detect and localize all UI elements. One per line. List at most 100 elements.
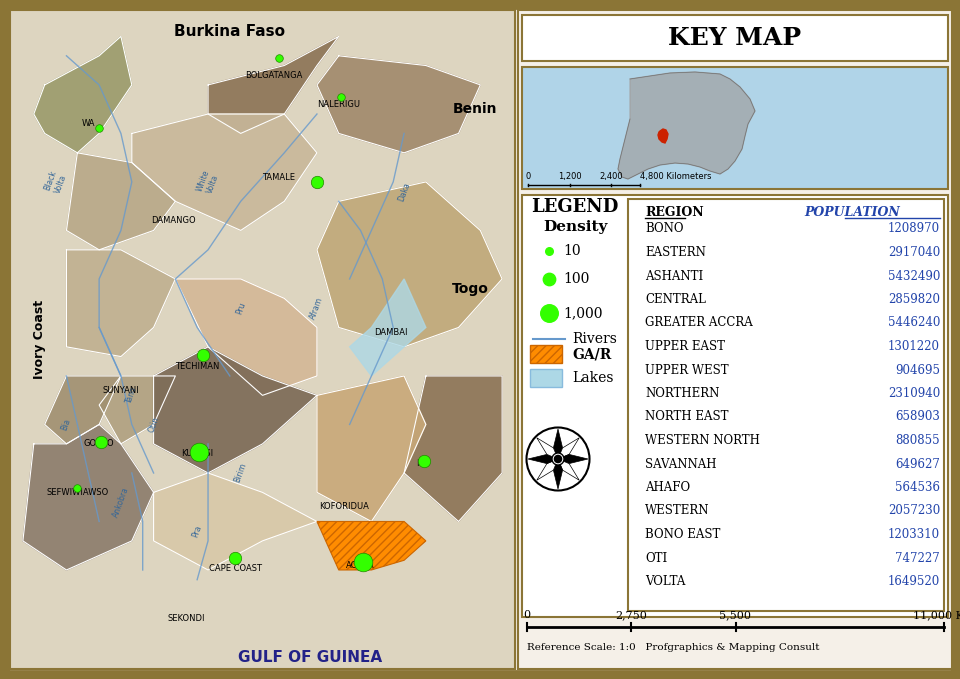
Polygon shape xyxy=(553,459,563,489)
Point xyxy=(541,274,557,285)
Polygon shape xyxy=(349,279,426,376)
Text: 649627: 649627 xyxy=(895,458,940,471)
Text: ACCRA: ACCRA xyxy=(347,561,374,570)
Text: 2,750: 2,750 xyxy=(615,610,647,620)
Polygon shape xyxy=(34,37,132,153)
Text: Birim: Birim xyxy=(233,462,249,484)
Polygon shape xyxy=(66,250,176,356)
Text: WESTERN NORTH: WESTERN NORTH xyxy=(645,434,760,447)
Polygon shape xyxy=(404,376,502,521)
Text: 5432490: 5432490 xyxy=(888,270,940,282)
Text: 2917040: 2917040 xyxy=(888,246,940,259)
Text: KOFORIDUA: KOFORIDUA xyxy=(320,502,370,511)
Polygon shape xyxy=(66,153,176,250)
Polygon shape xyxy=(317,56,480,153)
Text: VOLTA: VOLTA xyxy=(645,575,685,588)
Polygon shape xyxy=(558,454,588,464)
Bar xyxy=(522,67,948,189)
Text: 2057230: 2057230 xyxy=(888,504,940,517)
Text: GULF OF GUINEA: GULF OF GUINEA xyxy=(238,650,382,665)
Text: KUMASI: KUMASI xyxy=(181,449,213,458)
Polygon shape xyxy=(154,473,317,570)
Text: AHAFO: AHAFO xyxy=(645,481,690,494)
Text: 11,000 Km: 11,000 Km xyxy=(913,610,960,620)
Text: SEKONDI: SEKONDI xyxy=(167,614,205,623)
Text: 1208970: 1208970 xyxy=(888,223,940,236)
Text: 2859820: 2859820 xyxy=(888,293,940,306)
Point xyxy=(94,437,109,447)
Text: 10: 10 xyxy=(563,244,581,258)
Text: UPPER EAST: UPPER EAST xyxy=(645,340,725,353)
Text: Pru: Pru xyxy=(234,301,247,316)
Text: 5,500: 5,500 xyxy=(719,610,752,620)
Text: Daka: Daka xyxy=(396,181,412,202)
Point xyxy=(541,308,557,318)
Text: DAMBAI: DAMBAI xyxy=(374,328,408,337)
Text: BONO: BONO xyxy=(645,223,684,236)
Circle shape xyxy=(552,453,564,465)
Point xyxy=(228,553,243,564)
Polygon shape xyxy=(553,429,563,459)
Polygon shape xyxy=(208,37,339,133)
Text: Pra: Pra xyxy=(191,524,204,538)
Polygon shape xyxy=(317,182,502,347)
Text: BOLGATANGA: BOLGATANGA xyxy=(245,71,302,79)
Polygon shape xyxy=(528,454,558,464)
Bar xyxy=(522,195,948,617)
Text: 658903: 658903 xyxy=(895,411,940,424)
Polygon shape xyxy=(99,376,176,444)
Text: POPULATION: POPULATION xyxy=(804,206,900,219)
Bar xyxy=(10,10,515,669)
Text: Benin: Benin xyxy=(453,102,497,116)
Text: 1301220: 1301220 xyxy=(888,340,940,353)
Text: White
Volta: White Volta xyxy=(195,168,221,196)
Text: Otin: Otin xyxy=(147,416,160,434)
Text: CENTRAL: CENTRAL xyxy=(645,293,706,306)
Text: 880855: 880855 xyxy=(896,434,940,447)
Text: OTI: OTI xyxy=(645,551,667,564)
Text: 4,800 Kilometers: 4,800 Kilometers xyxy=(640,172,711,181)
Text: LEGEND: LEGEND xyxy=(531,198,618,216)
Text: 0: 0 xyxy=(525,172,531,181)
Text: EASTERN: EASTERN xyxy=(645,246,706,259)
Text: SEFWIWIAWSO: SEFWIWIAWSO xyxy=(46,488,108,497)
Polygon shape xyxy=(45,376,121,444)
Text: 1,000: 1,000 xyxy=(563,306,603,320)
Text: TAMALE: TAMALE xyxy=(262,172,296,181)
Text: 2310940: 2310940 xyxy=(888,387,940,400)
Text: 1,200: 1,200 xyxy=(558,172,582,181)
Polygon shape xyxy=(558,438,579,459)
Point xyxy=(195,349,210,360)
Text: 1203310: 1203310 xyxy=(888,528,940,541)
Text: UPPER WEST: UPPER WEST xyxy=(645,363,729,376)
Text: NALERIGU: NALERIGU xyxy=(317,100,360,109)
Text: HO: HO xyxy=(416,459,429,468)
Text: Ivory Coast: Ivory Coast xyxy=(34,299,46,379)
Point xyxy=(541,246,557,257)
Text: SAVANNAH: SAVANNAH xyxy=(645,458,716,471)
Text: BONO EAST: BONO EAST xyxy=(645,528,720,541)
Bar xyxy=(530,369,562,387)
Bar xyxy=(530,345,562,363)
Text: 564536: 564536 xyxy=(895,481,940,494)
Text: REGION: REGION xyxy=(645,206,704,219)
Polygon shape xyxy=(537,438,558,459)
Text: GA/R: GA/R xyxy=(572,347,612,361)
Text: Rivers: Rivers xyxy=(572,332,617,346)
Text: Ankobra: Ankobra xyxy=(111,485,131,519)
Text: NORTHERN: NORTHERN xyxy=(645,387,719,400)
Text: WA: WA xyxy=(82,120,95,128)
Text: DAMANGO: DAMANGO xyxy=(151,216,196,225)
Polygon shape xyxy=(558,459,579,480)
Circle shape xyxy=(555,456,562,462)
Text: Afram: Afram xyxy=(309,295,325,320)
Bar xyxy=(628,199,944,611)
Polygon shape xyxy=(176,279,317,395)
Text: Reference Scale: 1:0   Profgraphics & Mapping Consult: Reference Scale: 1:0 Profgraphics & Mapp… xyxy=(527,642,820,651)
Text: Density: Density xyxy=(542,220,607,234)
Polygon shape xyxy=(317,376,426,521)
Text: 1649520: 1649520 xyxy=(888,575,940,588)
Point xyxy=(309,177,324,187)
Polygon shape xyxy=(658,129,668,143)
Text: Black
Volta: Black Volta xyxy=(43,169,68,195)
